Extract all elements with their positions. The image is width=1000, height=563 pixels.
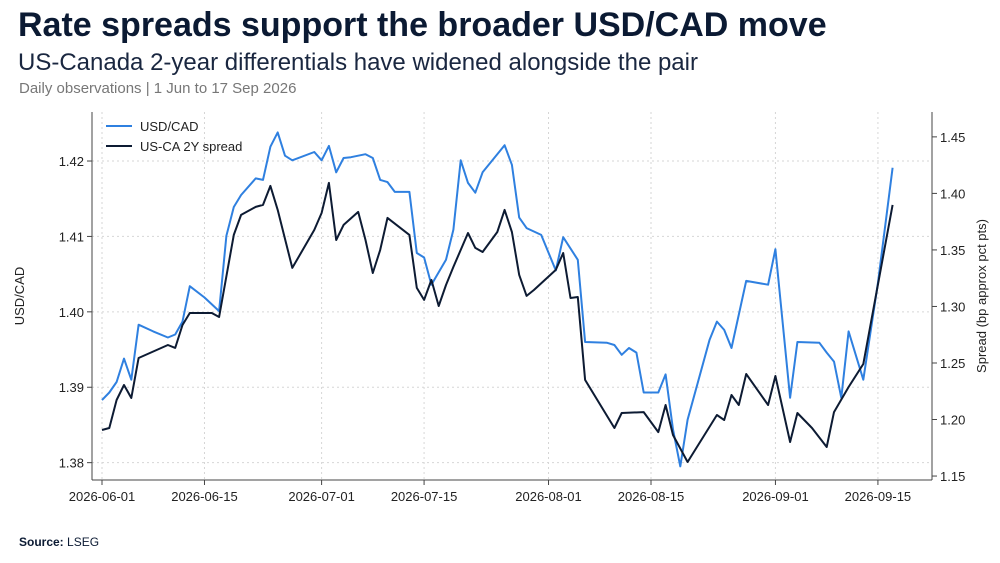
x-tick-label: 2026-08-15 bbox=[618, 489, 685, 504]
x-tick-label: 2026-08-01 bbox=[515, 489, 582, 504]
y2-tick-label: 1.40 bbox=[940, 186, 965, 201]
chart-subtitle: US-Canada 2-year differentials have wide… bbox=[18, 49, 698, 76]
x-tick-label: 2026-07-15 bbox=[391, 489, 458, 504]
y2-tick-label: 1.25 bbox=[940, 356, 965, 371]
chart-note: Daily observations | 1 Jun to 17 Sep 202… bbox=[19, 80, 296, 97]
y-axis-label: USD/CAD bbox=[12, 267, 27, 326]
y-tick-label: 1.40 bbox=[59, 305, 84, 320]
chart-title: Rate spreads support the broader USD/CAD… bbox=[18, 6, 827, 44]
x-tick-label: 2026-09-01 bbox=[742, 489, 809, 504]
x-tick-label: 2026-09-15 bbox=[845, 489, 912, 504]
series-line bbox=[101, 181, 894, 463]
source-label: Source: bbox=[19, 535, 64, 549]
x-tick-label: 2026-06-01 bbox=[69, 489, 136, 504]
legend-label: US-CA 2Y spread bbox=[140, 139, 242, 154]
y2-axis-label: Spread (bp approx pct pts) bbox=[974, 219, 989, 373]
y-tick-label: 1.41 bbox=[59, 229, 84, 244]
source-name: LSEG bbox=[67, 535, 99, 549]
y2-tick-label: 1.35 bbox=[940, 243, 965, 258]
series-line bbox=[101, 131, 894, 468]
source-footer: Source: LSEG bbox=[19, 535, 99, 549]
y2-tick-label: 1.15 bbox=[940, 469, 965, 484]
y2-tick-label: 1.45 bbox=[940, 130, 965, 145]
x-tick-label: 2026-06-15 bbox=[171, 489, 238, 504]
y-tick-label: 1.39 bbox=[59, 380, 84, 395]
y2-tick-label: 1.20 bbox=[940, 413, 965, 428]
y-tick-label: 1.42 bbox=[59, 154, 84, 169]
y-tick-label: 1.38 bbox=[59, 456, 84, 471]
x-tick-label: 2026-07-01 bbox=[288, 489, 355, 504]
y2-tick-label: 1.30 bbox=[940, 299, 965, 314]
legend-label: USD/CAD bbox=[140, 119, 199, 134]
